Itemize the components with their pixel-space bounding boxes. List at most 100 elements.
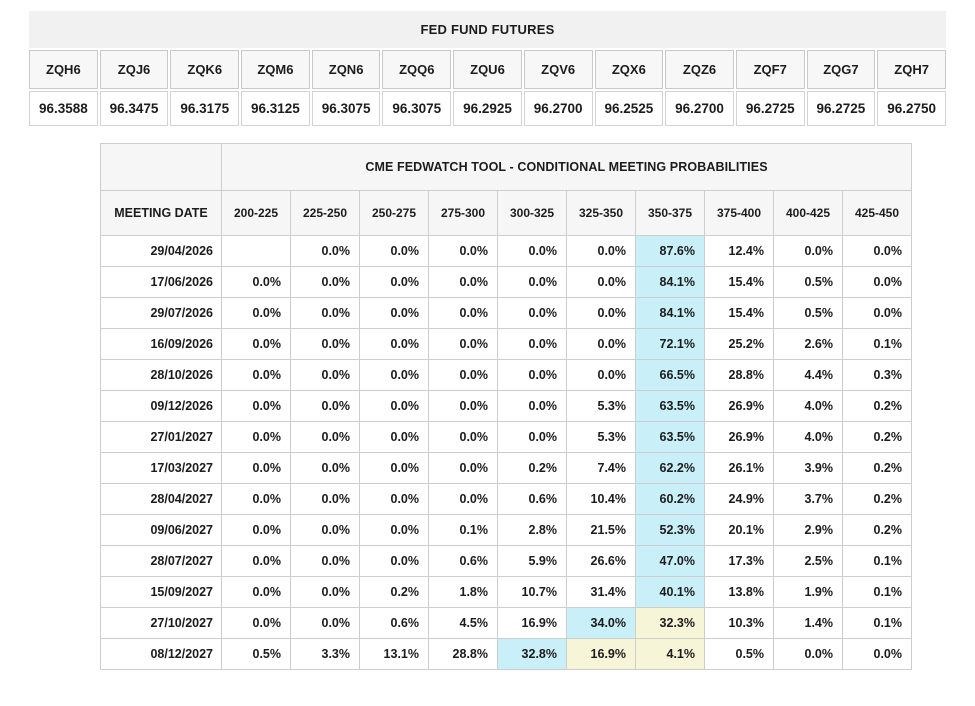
probability-cell: 32.3%: [635, 607, 705, 639]
futures-contract-header: ZQG7: [806, 50, 876, 89]
probability-cell: 0.0%: [290, 576, 360, 608]
probability-cell: 0.0%: [359, 359, 429, 391]
probability-cell: 0.0%: [221, 576, 291, 608]
futures-price-cell: 96.2725: [735, 91, 805, 126]
probability-cell: 34.0%: [566, 607, 636, 639]
probability-cell: 0.2%: [842, 421, 912, 453]
fed-fund-futures-table: FED FUND FUTURES ZQH6 ZQJ6 ZQK6 ZQM6 ZQN6 ZQQ…: [27, 9, 948, 128]
probability-cell: 15.4%: [704, 266, 774, 298]
probability-cell: 0.0%: [290, 483, 360, 515]
fedwatch-probabilities-table: CME FEDWATCH TOOL - CONDITIONAL MEETING …: [100, 143, 912, 670]
probability-cell: 0.5%: [773, 297, 843, 329]
probability-cell: 10.4%: [566, 483, 636, 515]
table-row: 29/04/2026 0.0% 0.0% 0.0% 0.0% 0.0% 87.6% 12.4%…: [100, 235, 912, 267]
probability-cell: 24.9%: [704, 483, 774, 515]
probability-cell: 0.3%: [842, 359, 912, 391]
futures-contract-header: ZQU6: [453, 50, 522, 89]
probability-cell: 26.9%: [704, 421, 774, 453]
futures-contract-header: ZQN6: [311, 50, 381, 89]
probability-cell: 0.0%: [359, 297, 429, 329]
probability-cell: 0.0%: [842, 297, 912, 329]
futures-title-row: FED FUND FUTURES: [29, 11, 946, 48]
probability-cell: 0.0%: [497, 421, 567, 453]
probability-cell: 84.1%: [635, 297, 705, 329]
probability-cell: 0.0%: [290, 421, 360, 453]
probability-cell: 0.0%: [290, 545, 360, 577]
probability-cell: 0.6%: [359, 607, 429, 639]
probability-cell: 2.6%: [773, 328, 843, 360]
probability-cell: 3.3%: [290, 638, 360, 670]
probability-cell: 7.4%: [566, 452, 636, 484]
probability-cell: 66.5%: [635, 359, 705, 391]
probability-cell: 0.0%: [359, 514, 429, 546]
meeting-date-cell: 29/07/2026: [100, 297, 222, 329]
probability-cell: 0.2%: [842, 452, 912, 484]
probability-cell: 0.1%: [428, 514, 498, 546]
meeting-date-cell: 29/04/2026: [100, 235, 222, 267]
rate-range-header: 325-350: [566, 190, 636, 236]
probability-cell: 5.9%: [497, 545, 567, 577]
probability-cell: 0.0%: [428, 266, 498, 298]
probability-cell: 0.0%: [497, 235, 567, 267]
probability-cell: 0.0%: [842, 266, 912, 298]
probability-cell: 0.6%: [497, 483, 567, 515]
probability-cell: 4.0%: [773, 390, 843, 422]
probability-cell: 0.0%: [359, 390, 429, 422]
probability-cell: 0.0%: [566, 235, 636, 267]
table-row: 27/10/2027 0.0% 0.0% 0.6% 4.5% 16.9% 34.0% 32.3…: [100, 607, 912, 639]
probability-cell: 0.0%: [497, 266, 567, 298]
probability-cell: 0.1%: [842, 328, 912, 360]
probability-cell: 1.9%: [773, 576, 843, 608]
probability-cell: 0.0%: [221, 328, 291, 360]
probability-cell: 21.5%: [566, 514, 636, 546]
probability-cell: 0.0%: [359, 266, 429, 298]
meeting-date-cell: 17/03/2027: [100, 452, 222, 484]
meeting-date-cell: 28/04/2027: [100, 483, 222, 515]
probability-cell: 2.8%: [497, 514, 567, 546]
fedwatch-table-title: CME FEDWATCH TOOL - CONDITIONAL MEETING …: [221, 143, 912, 191]
probability-cell: 0.0%: [359, 421, 429, 453]
probability-cell: 0.1%: [842, 607, 912, 639]
probability-cell: [221, 235, 291, 267]
probability-cell: 0.0%: [221, 514, 291, 546]
table-row: 16/09/2026 0.0% 0.0% 0.0% 0.0% 0.0% 0.0% 72.1% 2…: [100, 328, 912, 360]
table-row: 28/10/2026 0.0% 0.0% 0.0% 0.0% 0.0% 0.0% 66.5% 2…: [100, 359, 912, 391]
probability-cell: 0.0%: [221, 483, 291, 515]
probability-cell: 10.3%: [704, 607, 774, 639]
probability-cell: 2.5%: [773, 545, 843, 577]
probability-cell: 0.0%: [428, 452, 498, 484]
probability-cell: 0.0%: [221, 452, 291, 484]
probability-cell: 10.7%: [497, 576, 567, 608]
probability-cell: 0.0%: [428, 483, 498, 515]
futures-contract-header: ZQH7: [877, 50, 946, 89]
probability-cell: 0.0%: [428, 390, 498, 422]
table-row: 29/07/2026 0.0% 0.0% 0.0% 0.0% 0.0% 0.0% 84.1% 1…: [100, 297, 912, 329]
probability-cell: 47.0%: [635, 545, 705, 577]
probability-cell: 4.1%: [635, 638, 705, 670]
rate-range-header: 300-325: [497, 190, 567, 236]
probability-cell: 0.0%: [290, 452, 360, 484]
futures-contract-header: ZQV6: [523, 50, 593, 89]
table-row: 28/07/2027 0.0% 0.0% 0.0% 0.6% 5.9% 26.6% 47.0%…: [100, 545, 912, 577]
probability-cell: 0.0%: [221, 421, 291, 453]
meeting-date-cell: 09/12/2026: [100, 390, 222, 422]
meeting-date-header: MEETING DATE: [100, 190, 222, 236]
rate-range-header: 400-425: [773, 190, 843, 236]
probability-cell: 0.0%: [221, 297, 291, 329]
probability-cell: 0.0%: [842, 235, 912, 267]
probability-cell: 0.0%: [359, 452, 429, 484]
rate-range-header: 200-225: [221, 190, 291, 236]
probability-cell: 0.0%: [428, 421, 498, 453]
probability-cell: 0.0%: [221, 359, 291, 391]
probability-cell: 0.0%: [773, 638, 843, 670]
rate-range-header: 225-250: [290, 190, 360, 236]
fedwatch-header-row: MEETING DATE 200-225 225-250 250-275 275-30…: [100, 190, 912, 236]
probability-cell: 0.0%: [221, 607, 291, 639]
futures-contract-header: ZQJ6: [99, 50, 169, 89]
rate-range-header: 350-375: [635, 190, 705, 236]
probability-cell: 87.6%: [635, 235, 705, 267]
table-row: 15/09/2027 0.0% 0.0% 0.2% 1.8% 10.7% 31.4% 40.1…: [100, 576, 912, 608]
probability-cell: 0.0%: [290, 359, 360, 391]
futures-contract-header: ZQQ6: [382, 50, 452, 89]
futures-contract-header: ZQH6: [29, 50, 98, 89]
